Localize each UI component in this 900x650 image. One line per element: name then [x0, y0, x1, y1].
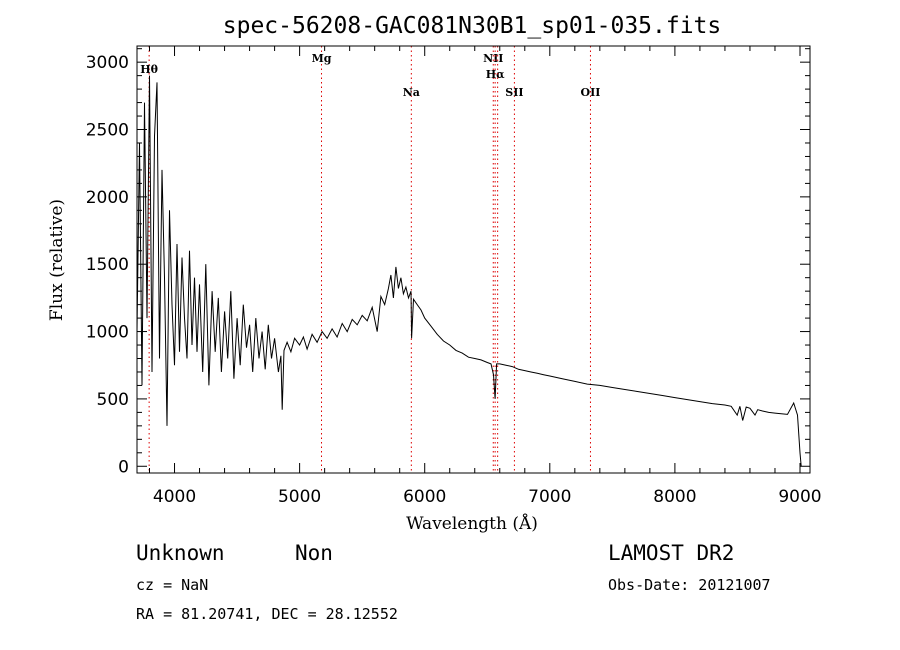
x-axis-ticks: 4000 5000 6000 7000 8000 9000	[149, 46, 822, 507]
redshift-text: cz = NaN	[136, 576, 208, 594]
class-text: Unknown	[136, 541, 225, 565]
chart-title: spec-56208-GAC081N30B1_sp01-035.fits	[223, 13, 722, 39]
emission-line-label: Na	[403, 86, 420, 99]
x-tick-label: 5000	[278, 487, 321, 507]
y-tick-label: 3000	[86, 53, 129, 73]
x-tick-label: 4000	[153, 487, 196, 507]
subclass-text: Non	[295, 541, 333, 565]
y-tick-label: 1000	[86, 323, 129, 343]
emission-line-label: Hθ	[140, 63, 158, 76]
y-tick-label: 1500	[86, 255, 129, 275]
x-tick-label: 6000	[403, 487, 446, 507]
spectrum-series	[136, 75, 802, 467]
x-tick-label: 7000	[528, 487, 571, 507]
y-axis-ticks: 0 500 1000 1500 2000 2500 3000	[86, 48, 810, 477]
emission-line-label: OII	[581, 86, 601, 99]
y-tick-label: 2000	[86, 188, 129, 208]
y-tick-label: 0	[118, 457, 129, 477]
emission-line-label: NII	[483, 52, 503, 65]
survey-text: LAMOST DR2	[608, 541, 734, 565]
spectrum-line	[136, 75, 802, 467]
plot-frame	[136, 45, 811, 474]
coordinates-text: RA = 81.20741, DEC = 28.12552	[136, 605, 398, 623]
y-axis-label: Flux (relative)	[47, 199, 67, 321]
y-tick-label: 2500	[86, 121, 129, 141]
emission-line-label: Mg	[312, 52, 332, 65]
x-axis-label: Wavelength (Å)	[406, 513, 538, 534]
emission-line-label: SII	[505, 86, 523, 99]
x-tick-label: 9000	[778, 487, 821, 507]
obs-date-text: Obs-Date: 20121007	[608, 576, 771, 594]
emission-line-label: Hα	[486, 68, 505, 81]
y-tick-label: 500	[97, 390, 129, 410]
x-tick-label: 8000	[653, 487, 696, 507]
